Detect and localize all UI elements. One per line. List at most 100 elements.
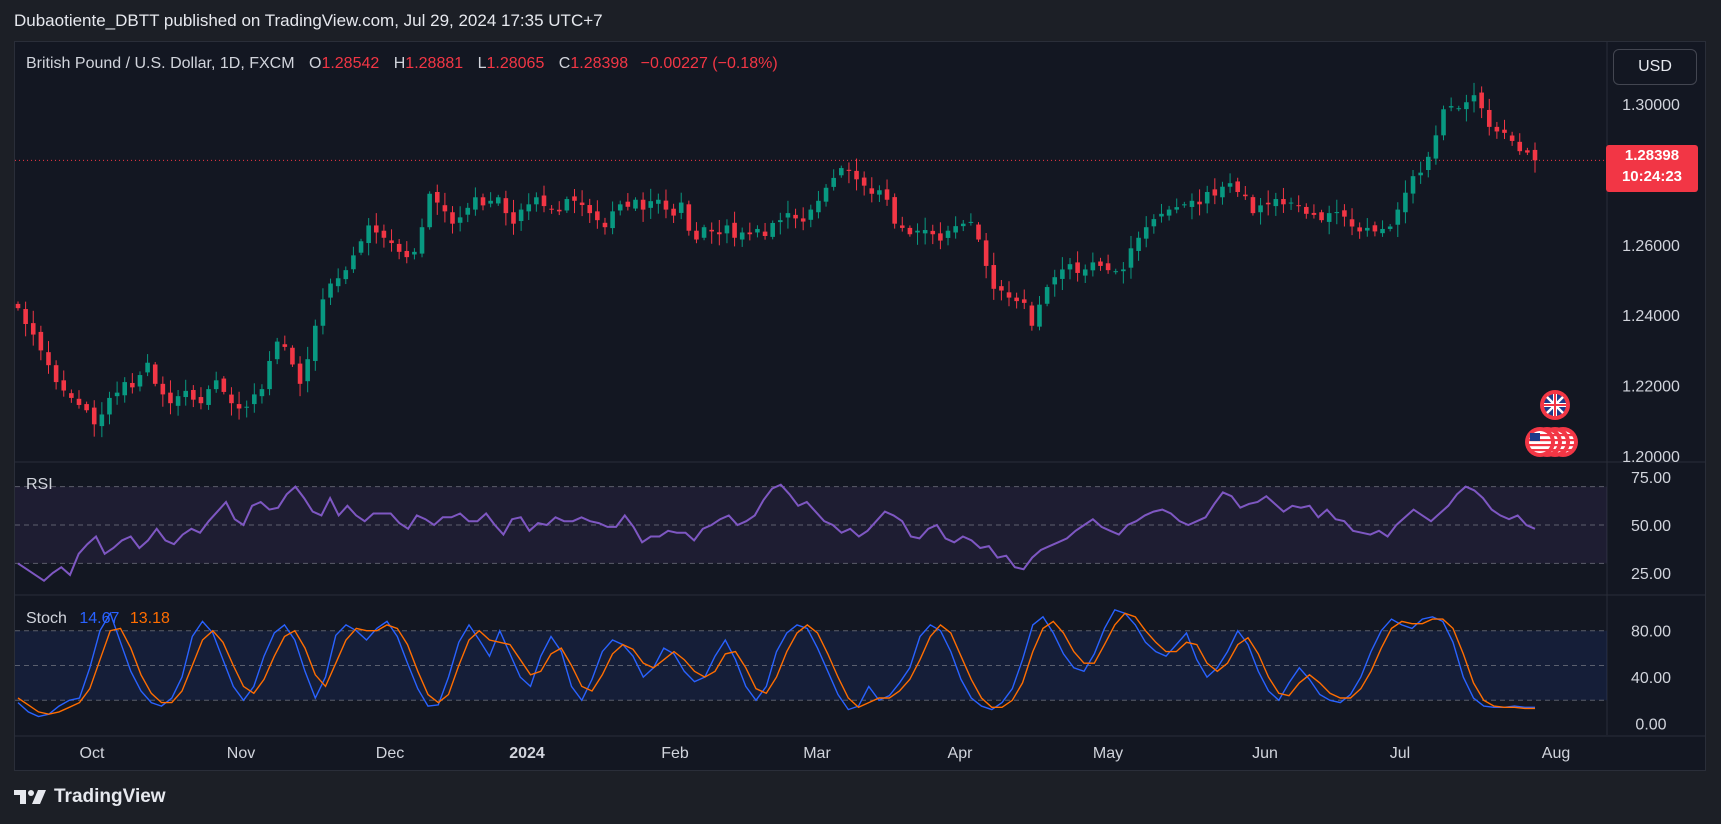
candle <box>755 225 760 238</box>
candle-body <box>76 398 82 405</box>
candle-body <box>770 222 775 237</box>
candle-body <box>23 309 28 324</box>
candle-body <box>236 404 242 409</box>
candle-body <box>1250 197 1256 214</box>
candle <box>244 400 249 418</box>
candle <box>1464 94 1469 122</box>
candle-body <box>800 218 806 222</box>
candle-body <box>1182 204 1187 206</box>
candle <box>854 158 859 191</box>
candle <box>412 248 417 260</box>
candle <box>1182 201 1187 208</box>
candle-body <box>1441 109 1446 136</box>
candle <box>1067 258 1073 280</box>
candle <box>1448 97 1454 112</box>
last-price: 1.28398 <box>1624 147 1680 164</box>
candle <box>534 192 539 212</box>
candle-body <box>130 382 135 388</box>
chart-frame[interactable] <box>14 41 1706 771</box>
stoch-d-line <box>17 612 1535 715</box>
candle <box>1319 209 1324 223</box>
candle <box>1403 180 1408 224</box>
candle-body <box>1265 202 1271 205</box>
candle <box>480 193 486 211</box>
candle <box>30 310 36 346</box>
candle <box>267 351 272 396</box>
candle <box>739 227 745 247</box>
candle-body <box>877 190 882 195</box>
candle-body <box>419 227 425 254</box>
candle-body <box>869 188 875 194</box>
brand-name: TradingView <box>54 786 166 807</box>
price-axis-tick: 1.24000 <box>1622 308 1680 325</box>
candle-body <box>1128 248 1134 268</box>
candle-body <box>107 397 112 415</box>
stoch-d-value: 13.18 <box>129 610 170 627</box>
candle-body <box>556 209 562 212</box>
rsi-line <box>17 483 1536 582</box>
candle-body <box>701 227 707 238</box>
candle <box>183 379 188 406</box>
open-label: O <box>308 55 322 72</box>
candle <box>191 385 196 408</box>
candle <box>1532 142 1538 173</box>
close-label: C <box>558 55 571 72</box>
candle-body <box>244 406 249 408</box>
candle <box>1311 204 1317 219</box>
candle <box>1342 204 1347 227</box>
candle <box>778 212 783 235</box>
candle <box>503 190 509 226</box>
candle <box>114 381 120 405</box>
candle <box>15 301 21 311</box>
candle <box>1121 262 1126 284</box>
candle-body <box>518 209 524 222</box>
candle-body <box>1075 262 1080 273</box>
candle-body <box>1525 150 1530 153</box>
candle-body <box>1372 225 1378 232</box>
candle <box>968 213 974 226</box>
candle <box>221 376 227 395</box>
candle <box>1151 214 1157 234</box>
candle-body <box>945 230 951 238</box>
symbol-name: British Pound / U.S. Dollar, 1D, FXCM <box>26 55 295 72</box>
candle <box>274 337 280 365</box>
candle-body <box>938 233 943 241</box>
candle <box>389 229 394 252</box>
candle-body <box>846 169 852 171</box>
candle-body <box>473 197 478 210</box>
candle <box>1296 195 1301 213</box>
candle <box>1197 189 1202 216</box>
stoch-k-value: 14.67 <box>79 610 120 627</box>
candle-body <box>1456 108 1462 110</box>
candle <box>168 380 173 415</box>
candle-body <box>1471 95 1477 102</box>
candle <box>953 216 958 239</box>
candle <box>1288 197 1294 210</box>
time-axis-tick: Mar <box>803 745 831 762</box>
candle <box>229 387 234 416</box>
currency-button[interactable]: USD <box>1613 49 1697 85</box>
candle <box>404 241 410 264</box>
candle-body <box>816 200 821 213</box>
candle <box>1090 252 1096 277</box>
footer-brand[interactable]: TradingView <box>14 786 166 808</box>
candle-body <box>404 250 410 258</box>
candle-body <box>61 380 67 391</box>
candle-body <box>793 214 798 219</box>
candle-body <box>755 228 760 233</box>
candle <box>1258 197 1263 225</box>
candle <box>46 341 51 374</box>
candle <box>556 201 562 216</box>
candle <box>328 278 333 305</box>
candle-body <box>267 360 272 390</box>
candle-body <box>1494 126 1500 132</box>
candle <box>999 280 1004 301</box>
candle-body <box>389 240 394 244</box>
candle <box>236 391 242 420</box>
candle <box>457 206 463 232</box>
candle-body <box>564 199 570 211</box>
candle-body <box>1174 207 1180 210</box>
candle-body <box>503 198 509 214</box>
candle <box>724 219 730 244</box>
